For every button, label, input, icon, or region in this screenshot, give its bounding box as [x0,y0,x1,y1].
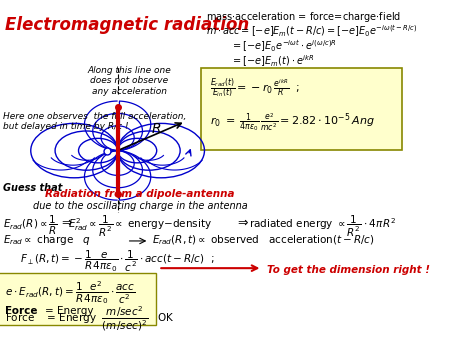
Text: due to the oscillating charge in the antenna: due to the oscillating charge in the ant… [33,201,248,211]
Text: $\frac{E_{rad}(t)}{E_{in}(t)} = -r_0\,\frac{e^{ikR}}{R}$  ;: $\frac{E_{rad}(t)}{E_{in}(t)} = -r_0\,\f… [210,76,300,100]
Text: $r_0\;=\;\frac{1}{4\pi\varepsilon_0}\,\frac{e^2}{mc^2} = 2.82\cdot10^{-5}\,Ang$: $r_0\;=\;\frac{1}{4\pi\varepsilon_0}\,\f… [210,112,374,133]
Text: Guess that: Guess that [3,183,62,193]
Text: R: R [152,122,162,136]
Text: $E_{rad}(R) \propto \dfrac{1}{R}$: $E_{rad}(R) \propto \dfrac{1}{R}$ [3,214,58,237]
Text: $e\cdot E_{rad}(R,t) = \dfrac{1}{R}\dfrac{e^2}{4\pi\varepsilon_0}\cdot\dfrac{acc: $e\cdot E_{rad}(R,t) = \dfrac{1}{R}\dfra… [4,279,135,306]
Text: $E_{rad}(R,t) \propto$ observed   acceleration$(t-R/c)$: $E_{rad}(R,t) \propto$ observed accelera… [152,233,374,247]
Text: $=[-e]E_m(t)\cdot e^{ikR}$: $=[-e]E_m(t)\cdot e^{ikR}$ [231,53,314,69]
Text: Force    = Energy  $\dfrac{m/sec^2}{(m/sec)^2}$   OK: Force = Energy $\dfrac{m/sec^2}{(m/sec)^… [4,304,174,333]
Text: Electromagnetic radiation: Electromagnetic radiation [4,16,249,33]
Text: To get the dimension right !: To get the dimension right ! [267,265,430,275]
Text: $\Rightarrow$: $\Rightarrow$ [59,216,73,229]
Text: $E_{rad}^2 \propto \dfrac{1}{R^2} \propto$ energy$-$density: $E_{rad}^2 \propto \dfrac{1}{R^2} \propt… [68,214,212,239]
FancyBboxPatch shape [0,273,156,325]
FancyBboxPatch shape [201,68,402,150]
Text: Force: Force [4,306,37,316]
Text: Along this line one
does not observe
any acceleration: Along this line one does not observe any… [87,66,171,96]
Text: $E_{rad} \propto$ charge   $q$: $E_{rad} \propto$ charge $q$ [3,233,90,247]
Text: $F_{\perp}(R,t)=-\dfrac{1}{R}\dfrac{e}{4\pi\varepsilon_0}\cdot\dfrac{1}{c^2}\cdo: $F_{\perp}(R,t)=-\dfrac{1}{R}\dfrac{e}{4… [20,249,215,274]
Text: Radiation from a dipole-antenna: Radiation from a dipole-antenna [45,190,235,199]
Text: mass$\cdot$acceleration = force=charge$\cdot$field: mass$\cdot$acceleration = force=charge$\… [206,10,401,24]
Text: $=[-e]E_0 e^{-i\omega t}\cdot e^{i(\omega/c)R}$: $=[-e]E_0 e^{-i\omega t}\cdot e^{i(\omeg… [231,39,336,54]
Text: radiated energy $\propto \dfrac{1}{R^2}\cdot 4\pi\,R^2$: radiated energy $\propto \dfrac{1}{R^2}\… [249,214,396,239]
Text: = Energy: = Energy [32,306,93,316]
Text: Here one observes  the full acceleration,
but delayed in time by R/c !: Here one observes the full acceleration,… [3,112,186,131]
Text: $m\cdot acc=[-e]E_m(t-R/c)=[-e]E_0 e^{-i\omega(t-R/c)}$: $m\cdot acc=[-e]E_m(t-R/c)=[-e]E_0 e^{-i… [206,23,418,39]
Text: $\Rightarrow$: $\Rightarrow$ [235,216,249,229]
